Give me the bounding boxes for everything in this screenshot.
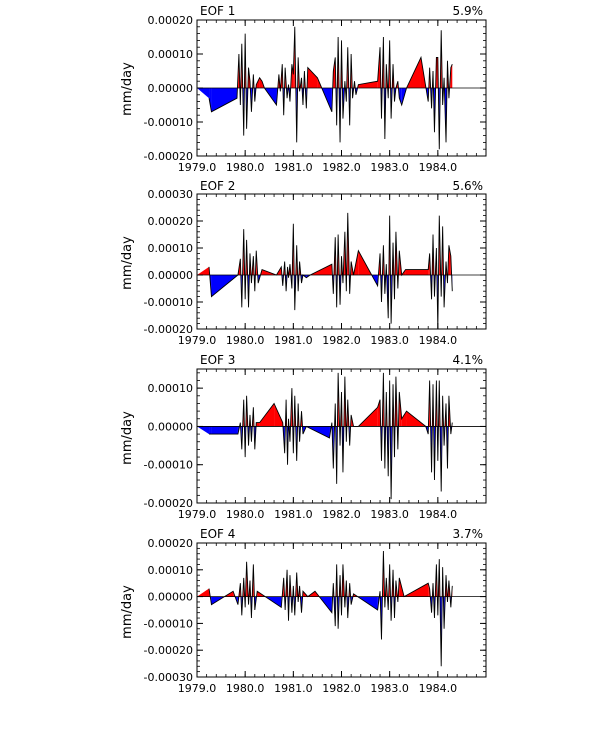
x-tick-label: 1983.0 — [370, 682, 409, 695]
y-tick-label: -0.00010 — [144, 296, 193, 309]
y-tick-label: 0.00000 — [148, 420, 194, 433]
area-segment — [211, 88, 237, 112]
y-tick-label: 0.00010 — [148, 564, 194, 577]
plot-area: -0.00020 -0.00010 0.00000 0.00010 0.00020 0.0… — [144, 188, 487, 347]
variance-label: 4.1% — [453, 353, 484, 367]
panel-title: EOF 3 — [200, 353, 235, 367]
x-tick-label: 1984.0 — [419, 334, 458, 347]
variance-label: 5.9% — [453, 4, 484, 18]
y-axis-label: mm/day — [120, 411, 135, 465]
area-segment — [307, 67, 318, 88]
x-tick-label: 1981.0 — [274, 508, 313, 521]
area-segment — [291, 64, 294, 88]
panel-eof-3: EOF 3 4.1% mm/day -0.00020 -0.00010 0.0000… — [120, 353, 487, 521]
x-tick-label: 1982.0 — [322, 508, 361, 521]
y-tick-label: -0.00010 — [144, 116, 193, 129]
x-tick-label: 1979.0 — [178, 161, 217, 174]
y-tick-label: 0.00020 — [148, 537, 194, 550]
y-tick-label: 0.00000 — [148, 591, 194, 604]
plot-area: -0.00020 -0.00010 0.00000 0.00010 0.00020 197… — [144, 14, 487, 174]
x-tick-label: 1980.0 — [226, 508, 265, 521]
area-segment — [399, 88, 402, 105]
y-tick-label: -0.00010 — [144, 617, 193, 630]
y-tick-label: -0.00020 — [144, 150, 193, 163]
x-tick-label: 1979.0 — [178, 508, 217, 521]
y-tick-label: 0.00020 — [148, 14, 194, 27]
x-tick-label: 1982.0 — [322, 334, 361, 347]
area-segment — [405, 269, 429, 275]
panel-eof-2: EOF 2 5.6% mm/day -0.00020 -0.00010 0.0000… — [120, 179, 487, 347]
x-tick-label: 1983.0 — [370, 508, 409, 521]
series-line — [209, 372, 453, 500]
area-segment — [197, 88, 210, 99]
area-segment — [256, 422, 260, 427]
y-tick-label: 0.00010 — [148, 242, 194, 255]
y-tick-label: -0.00020 — [144, 644, 193, 657]
area-segment — [197, 588, 210, 597]
y-axis-label: mm/day — [120, 62, 135, 116]
variance-label: 5.6% — [453, 179, 484, 193]
x-tick-label: 1981.0 — [274, 161, 313, 174]
plot-area: -0.00020 -0.00010 0.00000 0.00010 1979.0 1980… — [144, 368, 487, 521]
area-segment — [209, 426, 212, 435]
y-axis-label: mm/day — [120, 585, 135, 639]
y-tick-label: 0.00010 — [148, 48, 194, 61]
x-tick-label: 1982.0 — [322, 682, 361, 695]
y-tick-label: -0.00020 — [144, 323, 193, 336]
area-segment — [436, 57, 438, 88]
x-tick-label: 1981.0 — [274, 682, 313, 695]
panel-title: EOF 4 — [200, 527, 235, 541]
x-tick-label: 1980.0 — [226, 334, 265, 347]
y-tick-label: -0.00020 — [144, 497, 193, 510]
area-segment — [197, 266, 210, 275]
area-segment — [197, 426, 210, 435]
y-tick-label: -0.00010 — [144, 459, 193, 472]
area-segment — [211, 426, 238, 435]
variance-label: 3.7% — [453, 527, 484, 541]
series-line — [208, 551, 453, 667]
series-line — [208, 212, 453, 330]
y-tick-label: -0.00030 — [144, 671, 193, 684]
x-tick-label: 1979.0 — [178, 334, 217, 347]
panel-title: EOF 1 — [200, 4, 235, 18]
area-segment — [333, 57, 336, 88]
x-tick-label: 1983.0 — [370, 161, 409, 174]
y-tick-label: 0.00000 — [148, 82, 194, 95]
panel-eof-4: EOF 4 3.7% mm/day -0.00030-0.00020-0.000… — [120, 527, 487, 695]
area-segment — [448, 245, 451, 275]
plot-area: -0.00030 -0.00020 -0.00010 0.00000 0.00010 0.… — [144, 537, 487, 695]
x-tick-label: 1980.0 — [226, 682, 265, 695]
area-segment — [450, 64, 453, 88]
x-tick-label: 1984.0 — [419, 161, 458, 174]
area-segment — [401, 411, 407, 427]
plot-frame — [196, 368, 487, 504]
y-tick-label: 0.00000 — [148, 269, 194, 282]
y-axis-label: mm/day — [120, 236, 135, 290]
area-segment — [259, 403, 275, 427]
x-tick-label: 1984.0 — [419, 682, 458, 695]
x-tick-label: 1981.0 — [274, 334, 313, 347]
y-tick-label: 0.00020 — [148, 215, 194, 228]
x-tick-label: 1984.0 — [419, 508, 458, 521]
x-tick-label: 1980.0 — [226, 161, 265, 174]
area-segment — [428, 583, 430, 597]
area-segment — [358, 81, 378, 88]
x-tick-label: 1982.0 — [322, 161, 361, 174]
series-line — [208, 26, 453, 150]
panel-title: EOF 2 — [200, 179, 235, 193]
x-tick-label: 1979.0 — [178, 682, 217, 695]
y-tick-label: 0.00030 — [148, 188, 194, 201]
x-tick-label: 1983.0 — [370, 334, 409, 347]
y-tick-label: 0.00010 — [148, 382, 194, 395]
panel-eof-1: EOF 1 5.9% mm/day -0.00020 -0.00010 0.0000… — [120, 4, 487, 174]
